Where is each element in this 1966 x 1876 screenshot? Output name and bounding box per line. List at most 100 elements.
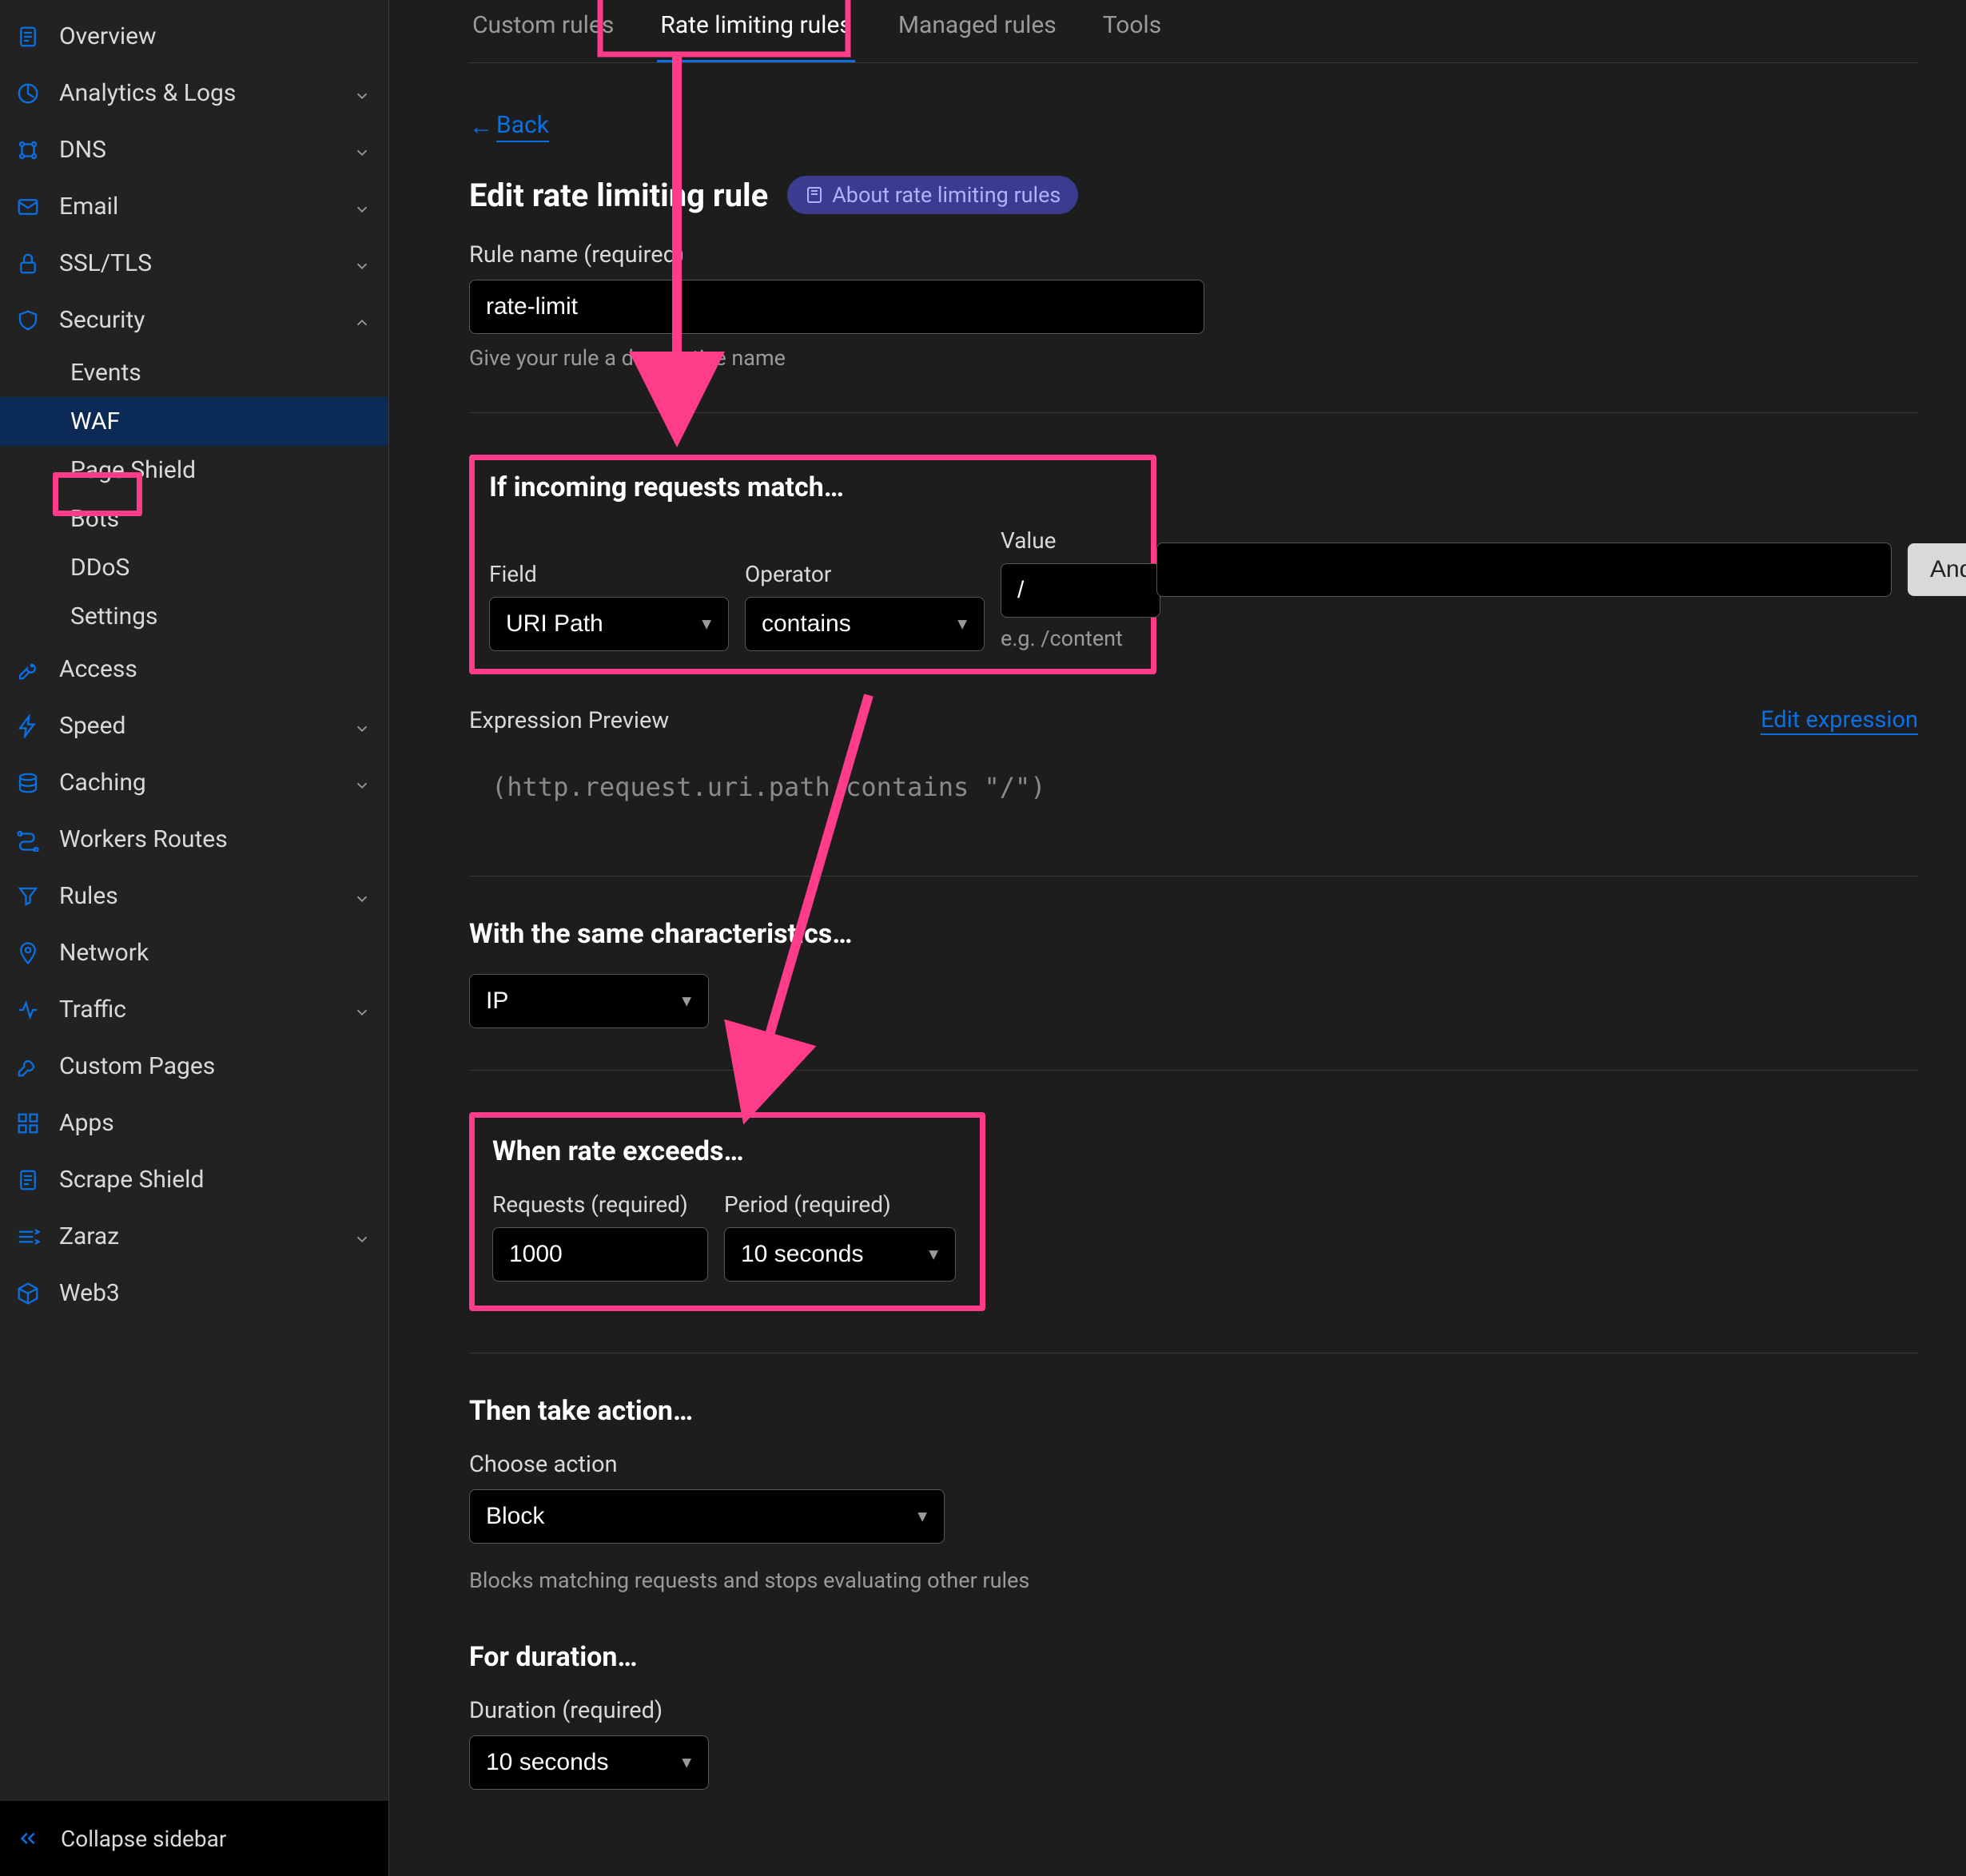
sidebar-item-network[interactable]: Network — [0, 924, 388, 981]
chevron-down-icon — [353, 197, 372, 217]
sidebar-item-email[interactable]: Email — [0, 178, 388, 235]
sidebar-item-label: Rules — [59, 882, 353, 910]
sidebar-item-label: SSL/TLS — [59, 249, 353, 277]
sidebar-item-security[interactable]: Security — [0, 292, 388, 348]
book-icon — [805, 185, 824, 205]
sidebar-item-caching[interactable]: Caching — [0, 754, 388, 811]
sidebar-item-overview[interactable]: Overview — [0, 8, 388, 65]
and-button[interactable]: And — [1908, 543, 1966, 596]
chevron-down-icon — [353, 84, 372, 103]
shield-icon — [14, 307, 42, 334]
collapse-icon — [16, 1825, 43, 1852]
sidebar-item-label: Workers Routes — [59, 825, 372, 853]
sidebar-subitem-page-shield[interactable]: Page Shield — [70, 446, 388, 495]
chevron-down-icon — [353, 717, 372, 736]
sidebar-item-ssl-tls[interactable]: SSL/TLS — [0, 235, 388, 292]
sidebar-item-label: Overview — [59, 22, 372, 50]
sidebar-item-label: Access — [59, 655, 372, 683]
chevron-up-icon — [353, 311, 372, 330]
duration-select[interactable] — [469, 1735, 709, 1790]
filter-icon — [14, 883, 42, 910]
requests-input[interactable] — [492, 1227, 708, 1282]
sidebar-item-label: Scrape Shield — [59, 1166, 372, 1194]
sidebar-item-apps[interactable]: Apps — [0, 1095, 388, 1151]
sidebar-item-label: Custom Pages — [59, 1052, 372, 1080]
mail-icon — [14, 193, 42, 221]
value-input[interactable] — [1001, 563, 1160, 618]
sidebar-item-label: Traffic — [59, 996, 353, 1023]
expression-preview-label: Expression Preview — [469, 707, 669, 734]
sidebar-item-analytics-logs[interactable]: Analytics & Logs — [0, 65, 388, 121]
arrow-left-icon: ← — [469, 113, 493, 141]
action-hint: Blocks matching requests and stops evalu… — [469, 1568, 1918, 1593]
doc-icon — [14, 23, 42, 50]
sidebar-subitem-bots[interactable]: Bots — [70, 495, 388, 543]
edit-expression-link[interactable]: Edit expression — [1761, 706, 1918, 735]
operator-select[interactable] — [745, 597, 985, 651]
dns-icon — [14, 137, 42, 164]
chevron-down-icon — [353, 773, 372, 793]
doc-icon — [14, 1167, 42, 1194]
sidebar-subitem-events[interactable]: Events — [70, 348, 388, 397]
main-content: Custom rules Rate limiting rules Managed r… — [389, 0, 1966, 1876]
back-link[interactable]: ← Back — [469, 111, 549, 142]
sidebar-item-label: Email — [59, 193, 353, 221]
value-label: Value — [1001, 527, 1160, 554]
rule-name-input[interactable] — [469, 280, 1204, 334]
tab-custom-rules[interactable]: Custom rules — [469, 0, 617, 62]
tab-rate-limiting-rules[interactable]: Rate limiting rules — [657, 0, 855, 62]
sidebar-subitem-ddos[interactable]: DDoS — [70, 543, 388, 592]
sidebar-item-label: DNS — [59, 136, 353, 164]
pin-icon — [14, 940, 42, 967]
characteristics-select[interactable] — [469, 974, 709, 1028]
cube-icon — [14, 1280, 42, 1307]
operator-label: Operator — [745, 561, 985, 587]
route-icon — [14, 826, 42, 853]
sidebar-item-access[interactable]: Access — [0, 641, 388, 698]
chevron-down-icon — [353, 887, 372, 906]
value-input-ext[interactable] — [1156, 543, 1892, 597]
chevron-down-icon — [353, 1227, 372, 1246]
sidebar-item-traffic[interactable]: Traffic — [0, 981, 388, 1038]
rule-name-hint: Give your rule a descriptive name — [469, 345, 1918, 371]
period-label: Period (required) — [724, 1191, 956, 1218]
sidebar-item-custom-pages[interactable]: Custom Pages — [0, 1038, 388, 1095]
requests-label: Requests (required) — [492, 1191, 708, 1218]
expression-code: (http.request.uri.path contains "/") — [469, 754, 1918, 834]
rate-heading: When rate exceeds… — [492, 1135, 956, 1167]
sidebar-item-label: Apps — [59, 1109, 372, 1137]
sidebar-item-rules[interactable]: Rules — [0, 868, 388, 924]
annotation-highlight-match: If incoming requests match… Field ▼ Oper… — [469, 455, 1156, 674]
tab-tools[interactable]: Tools — [1100, 0, 1164, 62]
sidebar-subitem-waf[interactable]: WAF — [0, 397, 388, 446]
annotation-highlight-rate: When rate exceeds… Requests (required) P… — [469, 1112, 985, 1311]
duration-heading: For duration… — [469, 1641, 1918, 1673]
action-select[interactable] — [469, 1489, 945, 1544]
tab-managed-rules[interactable]: Managed rules — [895, 0, 1060, 62]
about-pill[interactable]: About rate limiting rules — [787, 176, 1078, 214]
wrench-icon — [14, 1053, 42, 1080]
chevron-down-icon — [353, 1000, 372, 1019]
sidebar-item-zaraz[interactable]: Zaraz — [0, 1208, 388, 1265]
match-heading: If incoming requests match… — [489, 471, 1136, 503]
field-select[interactable] — [489, 597, 729, 651]
chart-icon — [14, 80, 42, 107]
rule-name-label: Rule name (required) — [469, 241, 1918, 268]
chevron-down-icon — [353, 141, 372, 160]
sidebar-subitem-settings[interactable]: Settings — [70, 592, 388, 641]
sidebar-item-workers-routes[interactable]: Workers Routes — [0, 811, 388, 868]
period-select[interactable] — [724, 1227, 956, 1282]
sidebar-item-label: Caching — [59, 769, 353, 797]
db-icon — [14, 769, 42, 797]
about-pill-label: About rate limiting rules — [832, 182, 1061, 208]
sidebar-item-label: Network — [59, 939, 372, 967]
sidebar-item-dns[interactable]: DNS — [0, 121, 388, 178]
sidebar-item-speed[interactable]: Speed — [0, 698, 388, 754]
value-hint: e.g. /content — [1001, 626, 1160, 651]
page-title: Edit rate limiting rule — [469, 177, 768, 214]
zaraz-icon — [14, 1223, 42, 1250]
sidebar-item-scrape-shield[interactable]: Scrape Shield — [0, 1151, 388, 1208]
key-icon — [14, 656, 42, 683]
sidebar-item-web3[interactable]: Web3 — [0, 1265, 388, 1322]
collapse-sidebar-button[interactable]: Collapse sidebar — [0, 1801, 388, 1876]
